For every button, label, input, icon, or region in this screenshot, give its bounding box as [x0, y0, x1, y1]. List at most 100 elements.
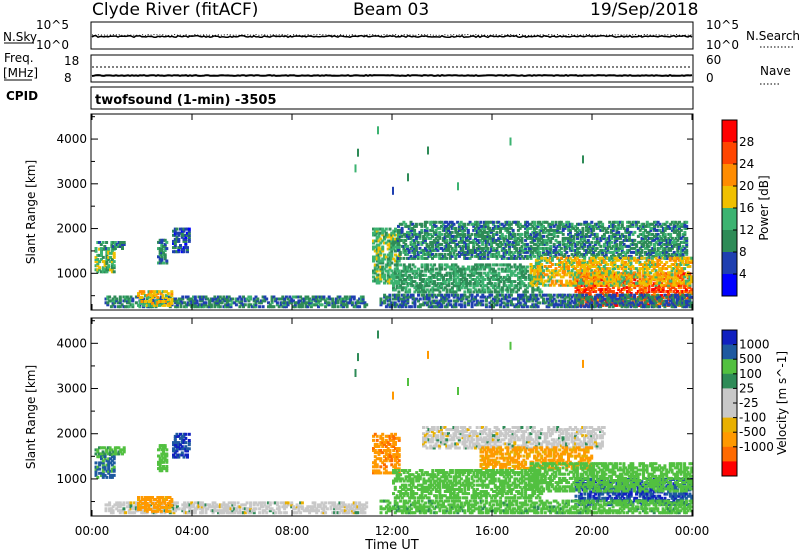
data-cell [636, 240, 640, 244]
data-cell [688, 275, 692, 279]
data-cell [124, 295, 128, 299]
data-cell [626, 224, 630, 228]
data-cell [434, 242, 438, 246]
data-cell [475, 230, 479, 234]
data-cell [679, 274, 683, 278]
data-cell [513, 236, 517, 240]
data-cell [549, 265, 553, 268]
data-cell [434, 267, 438, 271]
data-cell [375, 251, 379, 255]
data-cell [660, 278, 663, 282]
data-cell [534, 226, 538, 230]
data-cell [394, 253, 397, 257]
data-cell [643, 256, 647, 260]
data-cell [420, 230, 424, 234]
data-cell [522, 293, 526, 297]
data-cell [516, 228, 520, 232]
data-cell [574, 242, 578, 246]
data-cell [672, 240, 676, 244]
data-cell [358, 305, 362, 309]
data-cell [379, 275, 383, 279]
data-cell [386, 277, 390, 281]
data-cell [388, 281, 392, 285]
data-cell [292, 305, 295, 309]
data-cell [161, 296, 165, 299]
data-cell [149, 305, 153, 309]
data-cell [638, 297, 642, 301]
data-cell [390, 279, 394, 283]
data-cell [679, 236, 683, 240]
data-cell [608, 271, 612, 275]
data-cell [679, 294, 683, 297]
data-cell [441, 236, 445, 240]
data-cell [474, 236, 477, 240]
data-cell [678, 232, 681, 236]
data-cell [350, 303, 354, 307]
data-cell [429, 280, 433, 284]
data-cell [527, 254, 531, 258]
data-cell [667, 292, 671, 295]
data-cell [651, 254, 655, 258]
data-cell [393, 267, 397, 271]
data-cell [568, 228, 572, 232]
data-cell [604, 269, 608, 273]
data-cell [413, 240, 417, 244]
data-cell [425, 244, 429, 248]
data-cell [520, 305, 524, 309]
data-cell [111, 303, 115, 307]
data-cell [568, 273, 572, 277]
data-cell [149, 303, 153, 307]
data-cell [436, 278, 440, 281]
data-cell [404, 234, 408, 238]
data-cell [158, 297, 162, 301]
data-cell [622, 273, 626, 277]
data-cell [661, 271, 665, 275]
data-cell [361, 301, 365, 305]
data-cell [651, 250, 655, 254]
data-cell [615, 232, 619, 236]
data-cell [543, 246, 547, 250]
data-cell [617, 246, 621, 250]
data-cell [586, 265, 590, 268]
data-cell [583, 220, 587, 224]
data-cell [425, 232, 429, 236]
data-cell [638, 292, 642, 295]
data-cell [172, 299, 176, 303]
data-cell [140, 296, 144, 299]
data-cell [677, 286, 681, 290]
data-cell [495, 230, 499, 234]
data-cell [429, 236, 433, 240]
data-cell [461, 244, 465, 248]
data-cell [522, 242, 526, 246]
data-cell [651, 246, 655, 250]
data-cell [645, 256, 649, 260]
data-cell [297, 303, 301, 307]
data-cell [434, 288, 438, 292]
data-cell [667, 226, 671, 230]
data-cell [397, 305, 401, 309]
data-cell [608, 279, 612, 283]
data-cell [559, 281, 563, 285]
data-cell [620, 267, 624, 271]
data-cell [684, 273, 688, 277]
data-cell [390, 275, 394, 279]
data-cell [533, 246, 536, 250]
data-cell [431, 248, 434, 252]
data-cell [217, 301, 220, 305]
data-cell [275, 303, 279, 307]
data-cell [592, 284, 596, 288]
data-cell [468, 284, 472, 288]
data-cell [524, 230, 528, 234]
data-cell [352, 305, 356, 309]
data-cell [101, 247, 105, 251]
data-cell [578, 288, 582, 292]
data-cell [626, 250, 630, 254]
data-cell [565, 224, 569, 228]
data-cell [493, 273, 497, 277]
data-cell [392, 275, 395, 279]
data-cell [422, 278, 426, 281]
data-cell [440, 246, 443, 250]
data-cell [448, 240, 452, 244]
data-cell [247, 303, 251, 307]
data-cell [461, 265, 465, 269]
